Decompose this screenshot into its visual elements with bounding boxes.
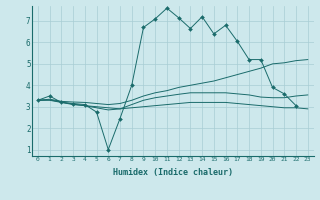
X-axis label: Humidex (Indice chaleur): Humidex (Indice chaleur) bbox=[113, 168, 233, 177]
